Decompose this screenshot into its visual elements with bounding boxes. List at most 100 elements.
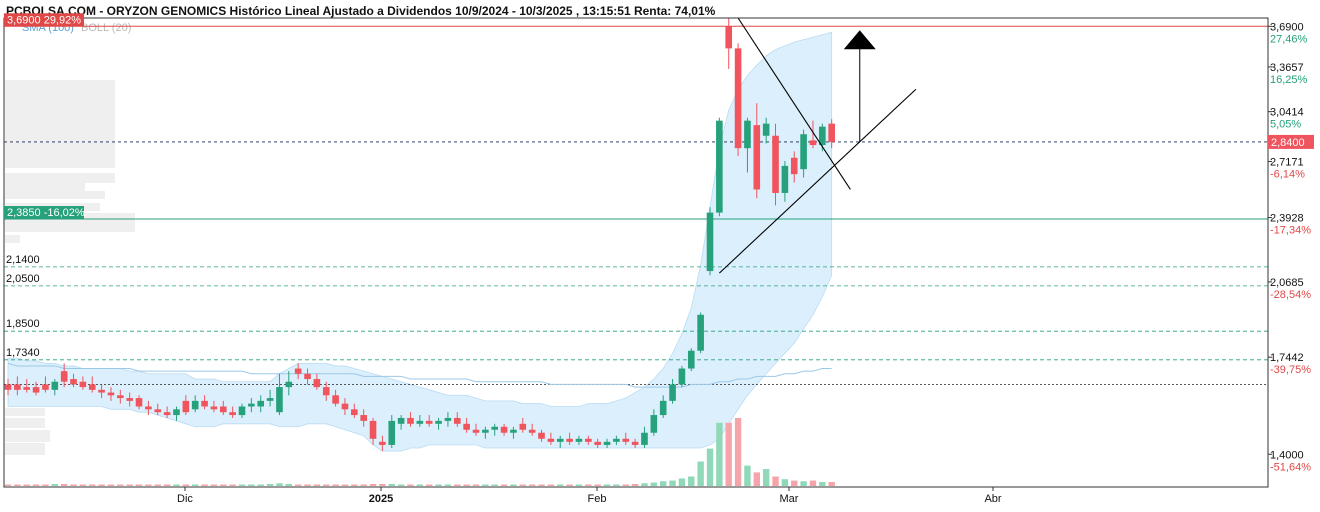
- volume-bar: [491, 484, 498, 486]
- volume-profile-bar: [5, 173, 115, 183]
- candle: [369, 417, 377, 445]
- candle-body: [248, 403, 255, 407]
- candle: [285, 371, 293, 396]
- legend-boll: BOLL (20): [81, 22, 132, 34]
- volume-bar: [697, 461, 704, 486]
- volume-bar: [388, 483, 395, 486]
- candle: [23, 379, 31, 393]
- candle: [266, 389, 274, 407]
- candle: [14, 376, 21, 396]
- candle: [388, 415, 396, 449]
- volume-bar: [98, 484, 105, 486]
- candle: [463, 417, 470, 433]
- volume-profile-bar: [5, 80, 115, 168]
- price-tick-label: 2,3928: [1270, 213, 1304, 225]
- volume-bar: [397, 484, 405, 486]
- candle-body: [790, 157, 798, 175]
- candle-body: [762, 123, 770, 136]
- candle: [744, 117, 751, 173]
- candle-body: [753, 125, 761, 190]
- candle-body: [98, 389, 105, 393]
- volume-bar: [70, 484, 77, 486]
- candle-body: [716, 120, 723, 213]
- price-tick-label: 3,6900: [1270, 21, 1304, 33]
- candle: [98, 384, 105, 399]
- pct-tick-label: -6,14%: [1270, 168, 1305, 180]
- candle-body: [547, 438, 555, 442]
- level-label: 2,1400: [6, 254, 40, 266]
- chart-frame: [3, 17, 1269, 488]
- candle-body: [631, 441, 639, 445]
- candle: [397, 415, 405, 430]
- last-price-badge-label: 2,8400: [1271, 137, 1305, 149]
- candle-body: [463, 423, 470, 430]
- support-badge: [4, 206, 84, 220]
- candle: [416, 415, 424, 427]
- candle: [248, 398, 255, 413]
- level-label: 1,7340: [6, 347, 40, 359]
- candle-body: [276, 387, 283, 413]
- volume-bar: [557, 484, 564, 486]
- volume-bar: [472, 484, 480, 486]
- candle: [678, 365, 686, 388]
- candle-body: [397, 417, 405, 424]
- volume-bar: [192, 484, 199, 486]
- pct-tick-label: 5,05%: [1270, 119, 1301, 131]
- candle-body: [734, 48, 742, 149]
- candle: [294, 363, 302, 380]
- volume-bar: [575, 484, 583, 486]
- candle-body: [697, 314, 704, 351]
- candle: [229, 406, 236, 418]
- candle-body: [510, 429, 517, 433]
- candle: [425, 415, 433, 427]
- candle: [622, 432, 630, 445]
- volume-bar: [631, 483, 639, 486]
- candle: [697, 312, 704, 354]
- volume-bar: [23, 484, 30, 486]
- volume-bar: [809, 480, 817, 486]
- candle-body: [266, 398, 274, 401]
- candle: [341, 398, 349, 416]
- candle: [379, 435, 386, 452]
- volume-bar: [528, 484, 536, 486]
- candle: [687, 348, 695, 372]
- volume-bar: [650, 482, 658, 486]
- candle: [70, 373, 77, 388]
- target-arrow-head: [843, 30, 876, 50]
- resistance-badge: [4, 13, 84, 27]
- support-badge-label: 2,3850 -16,02%: [7, 207, 85, 219]
- candle: [716, 117, 723, 217]
- candle: [60, 363, 68, 388]
- volume-profile-bar: [5, 191, 105, 199]
- volume-profile-bar: [5, 443, 45, 455]
- volume-bar: [117, 484, 124, 486]
- volume-bar: [220, 484, 227, 486]
- candle-body: [669, 384, 676, 401]
- volume-bar: [426, 484, 433, 486]
- pct-tick-label: 16,25%: [1270, 74, 1308, 86]
- candle-body: [425, 420, 433, 424]
- candle: [135, 395, 143, 410]
- volume-bar: [622, 484, 629, 486]
- volume-bar: [126, 484, 133, 486]
- volume-bar: [613, 484, 620, 486]
- candle-body: [163, 412, 171, 416]
- candle: [219, 400, 227, 416]
- candle: [351, 403, 358, 418]
- candle: [510, 426, 517, 439]
- volume-bar: [360, 484, 367, 486]
- volume-bar: [482, 484, 489, 486]
- candle-body: [88, 384, 96, 390]
- candle-body: [482, 429, 489, 433]
- volume-bar: [538, 484, 545, 486]
- volume-bar: [79, 484, 87, 486]
- candle-body: [538, 432, 545, 439]
- candle: [4, 379, 12, 396]
- volume-bar: [435, 484, 442, 486]
- volume-bar: [660, 481, 667, 486]
- volume-bar: [744, 465, 751, 486]
- volume-bar: [4, 484, 12, 486]
- volume-profile: [5, 80, 135, 455]
